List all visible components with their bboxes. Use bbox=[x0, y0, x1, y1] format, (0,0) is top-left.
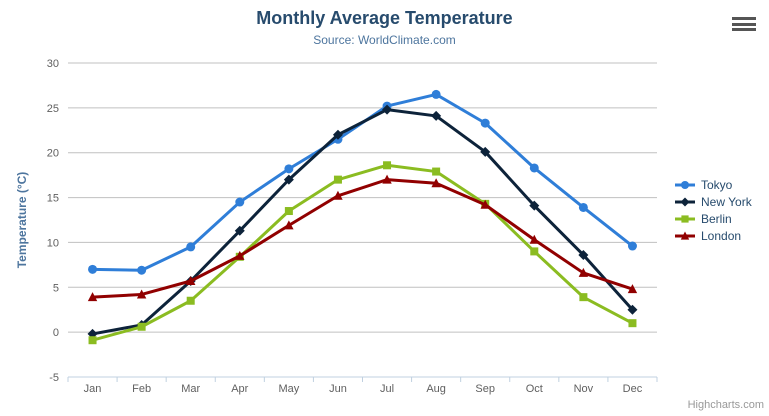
x-axis-tick-label: Jun bbox=[329, 383, 347, 395]
legend-item-tokyo[interactable]: Tokyo bbox=[674, 177, 752, 193]
x-axis-tick-label: Feb bbox=[132, 383, 151, 395]
data-point-marker[interactable] bbox=[283, 174, 294, 185]
data-point-marker[interactable] bbox=[284, 220, 294, 230]
data-point-marker[interactable] bbox=[578, 249, 589, 260]
x-axis-tick-label: Jul bbox=[380, 383, 394, 395]
data-point-marker[interactable] bbox=[186, 296, 195, 305]
burger-bar bbox=[732, 22, 756, 26]
legend: Tokyo New York Berlin London bbox=[674, 177, 752, 245]
y-axis-tick-label: -5 bbox=[49, 372, 59, 384]
legend-marker-icon bbox=[675, 231, 695, 240]
y-axis-tick-label: 0 bbox=[53, 327, 59, 339]
series-new-york[interactable] bbox=[87, 104, 638, 339]
series-tokyo[interactable] bbox=[88, 89, 637, 275]
credits-link[interactable]: Highcharts.com bbox=[687, 399, 764, 411]
data-point-marker[interactable] bbox=[332, 129, 343, 140]
y-axis-tick-label: 15 bbox=[47, 193, 59, 205]
series-line[interactable] bbox=[91, 163, 634, 342]
series-berlin[interactable] bbox=[88, 161, 637, 345]
x-axis-tick-label: Apr bbox=[231, 383, 248, 395]
legend-label: London bbox=[701, 229, 742, 243]
data-point-marker[interactable] bbox=[431, 89, 441, 99]
legend-label: New York bbox=[701, 195, 752, 209]
data-point-marker[interactable] bbox=[186, 242, 196, 252]
data-point-marker[interactable] bbox=[627, 284, 638, 294]
data-point-marker[interactable] bbox=[578, 267, 589, 277]
chart-title: Monthly Average Temperature bbox=[256, 8, 513, 28]
data-point-marker[interactable] bbox=[480, 146, 491, 157]
y-axis-tick-label: 5 bbox=[53, 282, 59, 294]
y-axis-tick-label: 30 bbox=[47, 58, 59, 70]
data-point-marker[interactable] bbox=[480, 118, 490, 128]
data-point-marker[interactable] bbox=[627, 304, 638, 315]
legend-marker-icon bbox=[675, 197, 695, 207]
data-point-marker[interactable] bbox=[529, 200, 540, 211]
legend-item-berlin[interactable]: Berlin bbox=[674, 211, 752, 227]
export-menu-icon[interactable] bbox=[732, 17, 756, 31]
x-axis-tick-label: May bbox=[278, 383, 299, 395]
data-point-marker[interactable] bbox=[382, 174, 392, 184]
data-point-marker[interactable] bbox=[680, 197, 690, 207]
burger-bar bbox=[732, 28, 756, 31]
data-point-marker[interactable] bbox=[578, 202, 588, 212]
data-point-marker[interactable] bbox=[382, 104, 393, 115]
series-line[interactable] bbox=[91, 108, 634, 336]
legend-marker-icon bbox=[675, 215, 695, 223]
legend-label: Berlin bbox=[701, 212, 732, 226]
data-point-marker[interactable] bbox=[431, 110, 442, 121]
legend-label: Tokyo bbox=[701, 178, 733, 192]
data-point-marker[interactable] bbox=[383, 161, 392, 170]
y-axis-tick-label: 20 bbox=[47, 148, 59, 160]
burger-bar bbox=[732, 17, 756, 20]
data-point-marker[interactable] bbox=[432, 167, 441, 176]
data-point-marker[interactable] bbox=[137, 265, 147, 275]
data-point-marker[interactable] bbox=[333, 175, 342, 184]
y-axis-tick-label: 25 bbox=[47, 103, 59, 115]
data-point-marker[interactable] bbox=[480, 199, 490, 209]
data-point-marker[interactable] bbox=[87, 292, 98, 302]
data-point-marker[interactable] bbox=[333, 190, 343, 200]
legend-marker-icon bbox=[675, 180, 695, 190]
data-point-marker[interactable] bbox=[579, 293, 588, 302]
data-point-marker[interactable] bbox=[627, 241, 637, 251]
legend-item-new-york[interactable]: New York bbox=[674, 194, 752, 210]
data-point-marker[interactable] bbox=[88, 264, 98, 274]
data-point-marker[interactable] bbox=[529, 163, 539, 173]
series-line[interactable] bbox=[91, 178, 634, 299]
legend-item-london[interactable]: London bbox=[674, 228, 752, 244]
data-point-marker[interactable] bbox=[530, 247, 539, 256]
data-point-marker[interactable] bbox=[235, 197, 245, 207]
x-axis-tick-label: Jan bbox=[84, 383, 102, 395]
data-point-marker[interactable] bbox=[680, 180, 690, 190]
x-axis-tick-label: Nov bbox=[574, 383, 594, 395]
series-london[interactable] bbox=[87, 174, 638, 302]
x-axis-tick-label: Sep bbox=[475, 383, 495, 395]
data-point-marker[interactable] bbox=[186, 276, 196, 286]
data-point-marker[interactable] bbox=[431, 178, 441, 188]
data-point-marker[interactable] bbox=[628, 319, 637, 328]
x-axis-tick-label: Oct bbox=[526, 383, 543, 395]
data-point-marker[interactable] bbox=[284, 164, 294, 174]
data-point-marker[interactable] bbox=[235, 250, 245, 260]
data-point-marker[interactable] bbox=[529, 234, 539, 244]
x-axis-tick-label: Aug bbox=[426, 383, 446, 395]
chart-subtitle: Source: WorldClimate.com bbox=[313, 33, 456, 47]
data-point-marker[interactable] bbox=[88, 336, 97, 345]
y-axis-title: Temperature (°C) bbox=[15, 172, 29, 269]
data-point-marker[interactable] bbox=[680, 231, 690, 240]
data-point-marker[interactable] bbox=[284, 207, 293, 216]
data-point-marker[interactable] bbox=[234, 225, 245, 236]
x-axis-tick-label: Mar bbox=[181, 383, 200, 395]
data-point-marker[interactable] bbox=[137, 322, 146, 331]
data-point-marker[interactable] bbox=[681, 215, 689, 223]
data-point-marker[interactable] bbox=[136, 289, 147, 299]
x-axis-tick-label: Dec bbox=[623, 383, 643, 395]
y-axis-tick-label: 10 bbox=[47, 237, 59, 249]
